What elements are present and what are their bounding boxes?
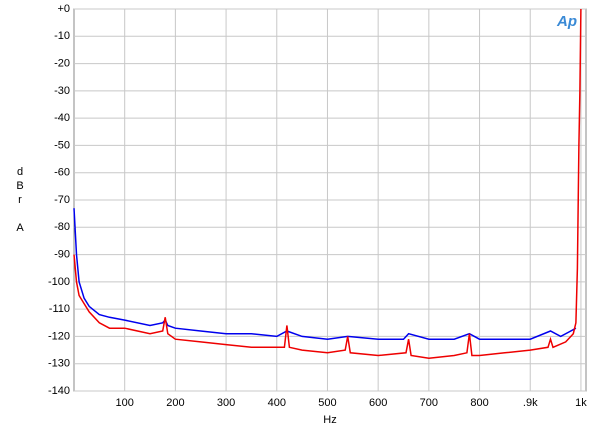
y-label: d [17,166,23,178]
y-tick-label: -130 [48,358,70,370]
logo: Ap [556,13,577,30]
x-tick-label: 200 [166,397,184,409]
y-label: A [16,222,24,234]
series-line [73,8,582,360]
y-label: r [18,194,22,206]
y-tick-label: -70 [54,194,70,206]
x-tick-label: 800 [470,397,488,409]
x-tick-label: 100 [116,397,134,409]
x-label: Hz [323,414,336,426]
y-tick-label: -50 [54,139,70,151]
y-tick-label: +0 [57,3,70,15]
x-tick-label: 700 [420,397,438,409]
y-tick-label: -40 [54,112,70,124]
y-tick-label: -60 [54,167,70,179]
x-tick-label: 500 [318,397,336,409]
x-tick-label: 400 [268,397,286,409]
y-tick-label: -120 [48,330,70,342]
y-tick-label: -30 [54,85,70,97]
y-tick-label: -80 [54,221,70,233]
y-tick-label: -140 [48,385,70,397]
y-label: B [16,180,23,192]
y-tick-label: -20 [54,57,70,69]
x-tick-label: 600 [369,397,387,409]
y-tick-label: -110 [49,303,70,315]
x-tick-label: .9k [523,397,538,409]
x-tick-label: 1k [575,397,587,409]
series-line [73,208,577,340]
x-tick-label: 300 [217,397,235,409]
y-tick-label: -100 [48,276,70,288]
y-tick-label: -90 [54,248,70,260]
y-tick-label: -10 [54,30,70,42]
